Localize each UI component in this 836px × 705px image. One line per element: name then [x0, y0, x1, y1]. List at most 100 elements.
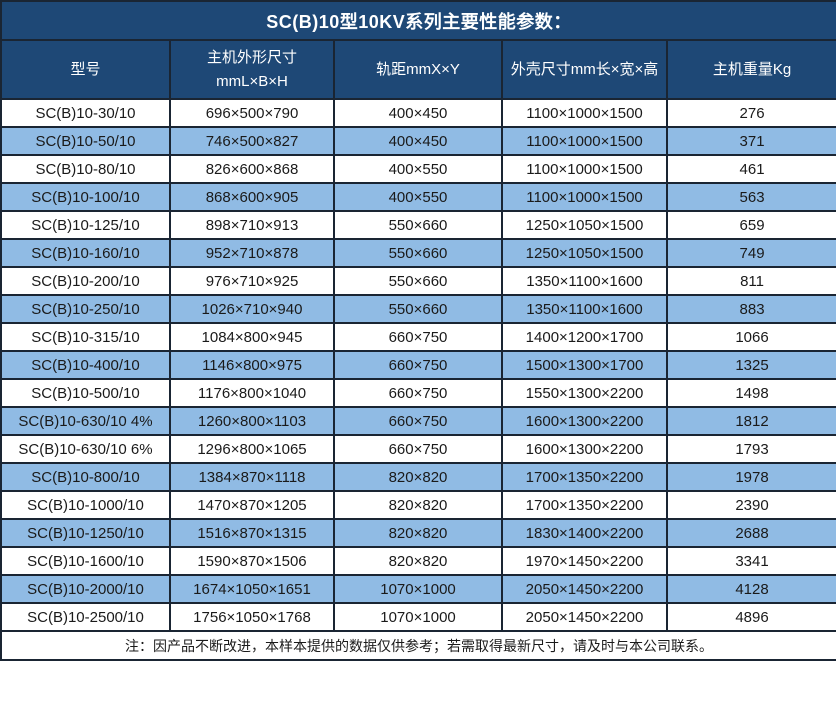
- table-cell: 1978: [665, 462, 836, 492]
- table-cell: 1100×1000×1500: [501, 126, 668, 156]
- table-row: SC(B)10-200/10 976×710×925 550×660 1350×110…: [0, 266, 836, 296]
- table-cell: 1296×800×1065: [169, 434, 335, 464]
- table-cell: 898×710×913: [169, 210, 335, 240]
- table-cell: 400×450: [333, 126, 503, 156]
- table-title-row: SC(B)10型10KV系列主要性能参数：: [0, 0, 836, 41]
- table-cell: 4896: [665, 602, 836, 632]
- table-cell: 1176×800×1040: [169, 378, 335, 408]
- table-cell: 868×600×905: [169, 182, 335, 212]
- table-cell: 1830×1400×2200: [501, 518, 668, 548]
- table-cell: 1700×1350×2200: [501, 490, 668, 520]
- table-cell: 2050×1450×2200: [501, 602, 668, 632]
- table-cell: 1600×1300×2200: [501, 406, 668, 436]
- table-row: SC(B)10-30/10 696×500×790 400×450 1100×1000…: [0, 98, 836, 128]
- table-cell: SC(B)10-1000/10: [0, 490, 171, 520]
- table-cell: 1070×1000: [333, 602, 503, 632]
- table-cell: 1700×1350×2200: [501, 462, 668, 492]
- column-header-track-gauge: 轨距mmX×Y: [333, 39, 503, 100]
- table-cell: 1026×710×940: [169, 294, 335, 324]
- table-cell: 1250×1050×1500: [501, 238, 668, 268]
- table-cell: 1250×1050×1500: [501, 210, 668, 240]
- table-cell: SC(B)10-2000/10: [0, 574, 171, 604]
- table-cell: 1590×870×1506: [169, 546, 335, 576]
- table-cell: 1500×1300×1700: [501, 350, 668, 380]
- table-cell: SC(B)10-315/10: [0, 322, 171, 352]
- table-cell: 811: [665, 266, 836, 296]
- table-cell: 696×500×790: [169, 98, 335, 128]
- table-row: SC(B)10-500/10 1176×800×1040 660×750 1550×1…: [0, 378, 836, 408]
- table-cell: 1793: [665, 434, 836, 464]
- table-row: SC(B)10-630/10 4% 1260×800×1103 660×750 160…: [0, 406, 836, 436]
- table-cell: 1498: [665, 378, 836, 408]
- table-row: SC(B)10-50/10 746×500×827 400×450 1100×1000…: [0, 126, 836, 156]
- column-header-weight: 主机重量Kg: [665, 39, 836, 100]
- table-cell: 976×710×925: [169, 266, 335, 296]
- table-cell: 1470×870×1205: [169, 490, 335, 520]
- table-cell: 1325: [665, 350, 836, 380]
- table-cell: 400×550: [333, 154, 503, 184]
- table-cell: 746×500×827: [169, 126, 335, 156]
- table-cell: SC(B)10-200/10: [0, 266, 171, 296]
- table-cell: SC(B)10-400/10: [0, 350, 171, 380]
- table-cell: 371: [665, 126, 836, 156]
- table-cell: 461: [665, 154, 836, 184]
- table-cell: 276: [665, 98, 836, 128]
- table-cell: 2390: [665, 490, 836, 520]
- table-cell: 2050×1450×2200: [501, 574, 668, 604]
- table-cell: 820×820: [333, 546, 503, 576]
- table-cell: 563: [665, 182, 836, 212]
- table-cell: 1400×1200×1700: [501, 322, 668, 352]
- table-cell: 660×750: [333, 434, 503, 464]
- table-cell: 4128: [665, 574, 836, 604]
- table-cell: 550×660: [333, 266, 503, 296]
- table-note: 注：因产品不断改进，本样本提供的数据仅供参考；若需取得最新尺寸，请及时与本公司联…: [0, 630, 836, 661]
- table-cell: 1970×1450×2200: [501, 546, 668, 576]
- table-row: SC(B)10-800/10 1384×870×1118 820×820 1700×1…: [0, 462, 836, 492]
- table-cell: 826×600×868: [169, 154, 335, 184]
- table-cell: 952×710×878: [169, 238, 335, 268]
- table-row: SC(B)10-250/10 1026×710×940 550×660 1350×11…: [0, 294, 836, 324]
- table-cell: 1100×1000×1500: [501, 182, 668, 212]
- table-cell: 1350×1100×1600: [501, 266, 668, 296]
- table-cell: 1084×800×945: [169, 322, 335, 352]
- table-cell: 2688: [665, 518, 836, 548]
- table-cell: 1350×1100×1600: [501, 294, 668, 324]
- table-cell: 3341: [665, 546, 836, 576]
- table-cell: SC(B)10-630/10 6%: [0, 434, 171, 464]
- table-cell: 1100×1000×1500: [501, 154, 668, 184]
- table-cell: 660×750: [333, 322, 503, 352]
- table-row: SC(B)10-125/10 898×710×913 550×660 1250×105…: [0, 210, 836, 240]
- table-cell: 660×750: [333, 378, 503, 408]
- table-cell: SC(B)10-800/10: [0, 462, 171, 492]
- table-cell: SC(B)10-160/10: [0, 238, 171, 268]
- table-cell: 550×660: [333, 238, 503, 268]
- table-cell: 660×750: [333, 406, 503, 436]
- table-cell: 1756×1050×1768: [169, 602, 335, 632]
- table-row: SC(B)10-1000/10 1470×870×1205 820×820 1700×…: [0, 490, 836, 520]
- table-cell: SC(B)10-1600/10: [0, 546, 171, 576]
- table-cell: SC(B)10-100/10: [0, 182, 171, 212]
- table-cell: 883: [665, 294, 836, 324]
- table-cell: 820×820: [333, 490, 503, 520]
- table-row: SC(B)10-400/10 1146×800×975 660×750 1500×13…: [0, 350, 836, 380]
- table-row: SC(B)10-80/10 826×600×868 400×550 1100×1000…: [0, 154, 836, 184]
- table-cell: 400×550: [333, 182, 503, 212]
- table-cell: 1070×1000: [333, 574, 503, 604]
- table-cell: 820×820: [333, 518, 503, 548]
- table-cell: SC(B)10-500/10: [0, 378, 171, 408]
- table-cell: 1516×870×1315: [169, 518, 335, 548]
- table-cell: SC(B)10-1250/10: [0, 518, 171, 548]
- table-body: SC(B)10-30/10 696×500×790 400×450 1100×1000…: [0, 98, 836, 632]
- column-header-shell-size: 外壳尺寸mm长×宽×高: [501, 39, 668, 100]
- table-cell: SC(B)10-30/10: [0, 98, 171, 128]
- table-cell: 1600×1300×2200: [501, 434, 668, 464]
- table-row: SC(B)10-160/10 952×710×878 550×660 1250×105…: [0, 238, 836, 268]
- table-cell: 550×660: [333, 210, 503, 240]
- table-cell: 1384×870×1118: [169, 462, 335, 492]
- table-cell: 1674×1050×1651: [169, 574, 335, 604]
- table-cell: 1260×800×1103: [169, 406, 335, 436]
- table-cell: 1812: [665, 406, 836, 436]
- table-cell: 749: [665, 238, 836, 268]
- table-header-row: 型号 主机外形尺寸 mmL×B×H 轨距mmX×Y 外壳尺寸mm长×宽×高 主机…: [0, 39, 836, 100]
